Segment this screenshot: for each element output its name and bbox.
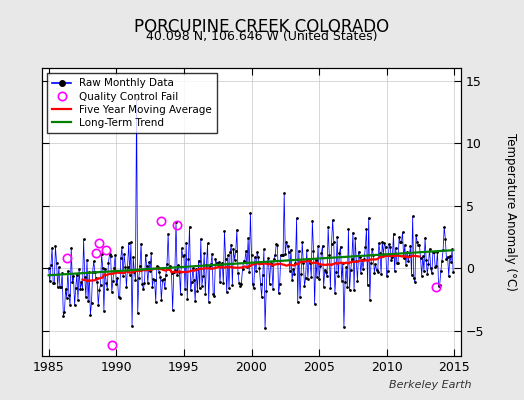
Text: PORCUPINE CREEK COLORADO: PORCUPINE CREEK COLORADO xyxy=(135,18,389,36)
Text: 40.098 N, 106.646 W (United States): 40.098 N, 106.646 W (United States) xyxy=(146,30,378,43)
Y-axis label: Temperature Anomaly (°C): Temperature Anomaly (°C) xyxy=(504,133,517,291)
Text: Berkeley Earth: Berkeley Earth xyxy=(389,380,472,390)
Legend: Raw Monthly Data, Quality Control Fail, Five Year Moving Average, Long-Term Tren: Raw Monthly Data, Quality Control Fail, … xyxy=(47,73,217,133)
